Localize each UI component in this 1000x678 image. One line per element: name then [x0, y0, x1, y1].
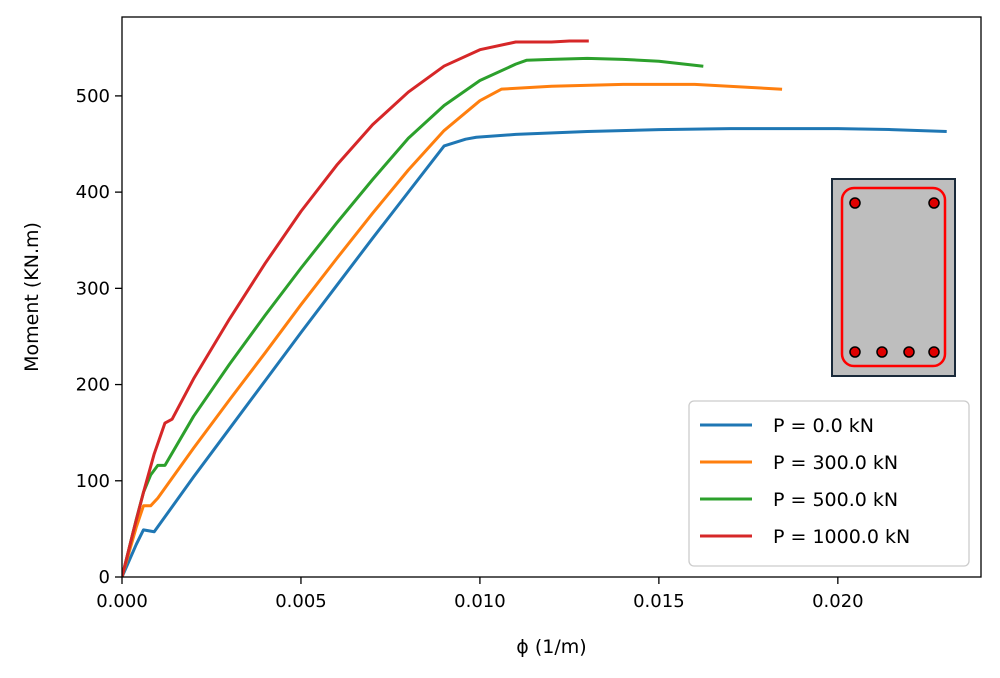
x-tick-label: 0.015: [633, 591, 685, 612]
legend-box: [688, 400, 970, 567]
y-tick-label: 0: [99, 567, 110, 588]
legend-label-1: P = 0.0 kN: [773, 415, 874, 437]
x-tick-label: 0.005: [275, 591, 327, 612]
legend-label-4: P = 1000.0 kN: [773, 526, 910, 548]
x-tick-label: 0.020: [812, 591, 864, 612]
rebar: [903, 346, 915, 358]
y-axis-label: Moment (KN.m): [21, 222, 43, 372]
y-tick-label: 200: [76, 375, 110, 396]
y-tick-label: 500: [76, 86, 110, 107]
rebar: [849, 197, 861, 209]
rebar: [928, 197, 940, 209]
series-line-1: [122, 127, 947, 577]
y-tick-label: 400: [76, 182, 110, 203]
series-line-2: [122, 82, 783, 577]
x-axis-label: ϕ (1/m): [516, 636, 586, 658]
series-line-4: [122, 39, 589, 577]
series-lines: [122, 39, 947, 577]
legend-label-2: P = 300.0 kN: [773, 452, 898, 474]
axes: 0.000 0.005 0.010 0.015 0.020 0 100 200 300 400 50…: [21, 16, 982, 658]
legend: P = 0.0 kN P = 300.0 kN P = 500.0 kN P = 10…: [688, 400, 970, 567]
rc-section-icon: [831, 178, 956, 377]
x-tick-label: 0.000: [96, 591, 148, 612]
section-outline: [831, 178, 956, 377]
axes-frame: [121, 16, 982, 578]
y-tick-label: 100: [76, 471, 110, 492]
rebar: [849, 346, 861, 358]
y-tick-label: 300: [76, 278, 110, 299]
x-tick-label: 0.010: [454, 591, 506, 612]
legend-label-3: P = 500.0 kN: [773, 489, 898, 511]
stirrup: [840, 186, 947, 368]
rebar: [876, 346, 888, 358]
rebar: [928, 346, 940, 358]
